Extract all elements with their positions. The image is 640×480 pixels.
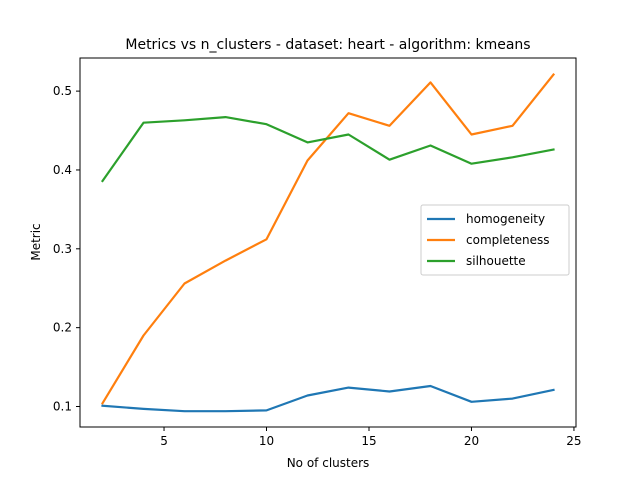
y-tick-label: 0.5 xyxy=(53,84,72,98)
legend: homogeneity completeness silhouette xyxy=(420,204,570,276)
y-axis-title: Metric xyxy=(29,223,43,260)
legend-box xyxy=(420,204,570,276)
legend-label-silhouette: silhouette xyxy=(466,254,526,268)
plot-area xyxy=(79,57,577,428)
x-tick-label: 10 xyxy=(259,434,274,448)
x-tick-label: 5 xyxy=(160,434,168,448)
x-axis: 5 10 15 20 25 xyxy=(160,427,582,448)
y-tick-label: 0.3 xyxy=(53,242,72,256)
legend-label-homogeneity: homogeneity xyxy=(466,212,545,226)
y-tick-label: 0.1 xyxy=(53,400,72,414)
series-line-homogeneity xyxy=(101,384,555,413)
x-tick-label: 15 xyxy=(361,434,376,448)
x-tick-label: 20 xyxy=(464,434,479,448)
y-tick-label: 0.2 xyxy=(53,321,72,335)
x-tick-label: 25 xyxy=(566,434,581,448)
y-tick-label: 0.4 xyxy=(53,163,72,177)
plot-frame xyxy=(79,57,577,428)
series-line-completeness xyxy=(100,73,556,405)
series-layer xyxy=(100,73,556,413)
x-axis-title: No of clusters xyxy=(287,456,370,470)
y-axis: 0.1 0.2 0.3 0.4 0.5 xyxy=(53,84,80,414)
legend-label-completeness: completeness xyxy=(466,233,550,247)
series-line-silhouette xyxy=(100,115,555,183)
chart-title: Metrics vs n_clusters - dataset: heart -… xyxy=(125,37,530,53)
